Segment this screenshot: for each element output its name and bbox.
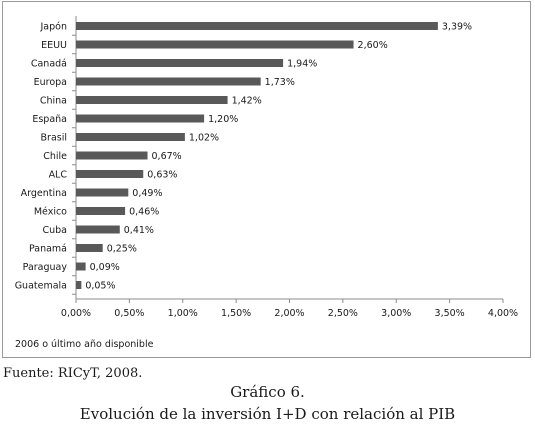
bar [76,188,129,197]
category-label: China [40,96,67,107]
category-label: Japón [40,22,68,33]
x-tick-label: 3,50% [435,308,465,319]
value-label: 0,25% [107,244,137,255]
category-label: Canadá [31,59,67,70]
value-label: 0,67% [152,151,182,162]
category-label: Guatemala [15,281,67,292]
bar [76,281,82,289]
value-label: 0,46% [129,207,159,218]
x-tick-label: 3,00% [381,308,411,319]
bar [76,77,261,86]
category-label: Cuba [42,225,67,236]
bar [76,59,284,67]
value-label: 0,09% [90,262,120,273]
x-tick-label: 4,00% [488,308,518,319]
x-tick-label: 1,50% [221,308,251,319]
bar [76,151,148,160]
value-label: 3,39% [442,22,472,33]
caption-subtitle: Evolución de la inversión I+D con relaci… [79,405,456,423]
value-label: 0,49% [132,188,162,199]
x-tick-label: 0,50% [114,308,144,319]
value-label: 1,42% [232,96,262,107]
source-text: RICyT, 2008. [57,366,143,381]
bar [76,244,103,252]
bar [76,262,86,271]
x-tick-label: 2,50% [328,308,358,319]
bar [76,114,205,123]
x-tick-label: 1,00% [168,308,198,319]
value-label: 0,41% [124,225,154,236]
category-label: Europa [34,77,67,88]
value-label: 0,05% [85,281,115,292]
category-label: Argentina [21,188,67,199]
bar [76,22,438,30]
source-line: Fuente: RICyT, 2008. [3,366,142,381]
bar [76,225,120,234]
bar [76,133,185,141]
bar [76,96,228,104]
category-label: Paraguay [23,262,68,273]
value-label: 1,94% [287,59,317,70]
category-label: México [34,207,67,218]
category-label: Brasil [41,133,67,144]
bar [76,207,126,215]
bar [76,40,354,49]
source-label: Fuente: [3,366,54,381]
category-label: Panamá [29,244,67,255]
labels: Japón 3,39% EEUU 2,60% Canadá 1,94% Europa 1,73… [15,22,472,292]
value-label: 1,73% [265,77,295,88]
category-label: EEUU [41,40,67,51]
bars [76,22,438,289]
value-label: 0,63% [147,170,177,181]
value-label: 1,20% [208,114,238,125]
x-tick-label: 0,00% [61,308,91,319]
x-tick-label: 2,00% [274,308,304,319]
value-label: 1,02% [189,133,219,144]
category-label: ALC [49,170,68,181]
category-label: Chile [43,151,67,162]
chart-note: 2006 o último año disponible [15,339,154,350]
value-label: 2,60% [358,40,388,51]
bar [76,170,144,178]
caption-title: Gráfico 6. [230,383,305,401]
category-label: España [32,114,67,125]
